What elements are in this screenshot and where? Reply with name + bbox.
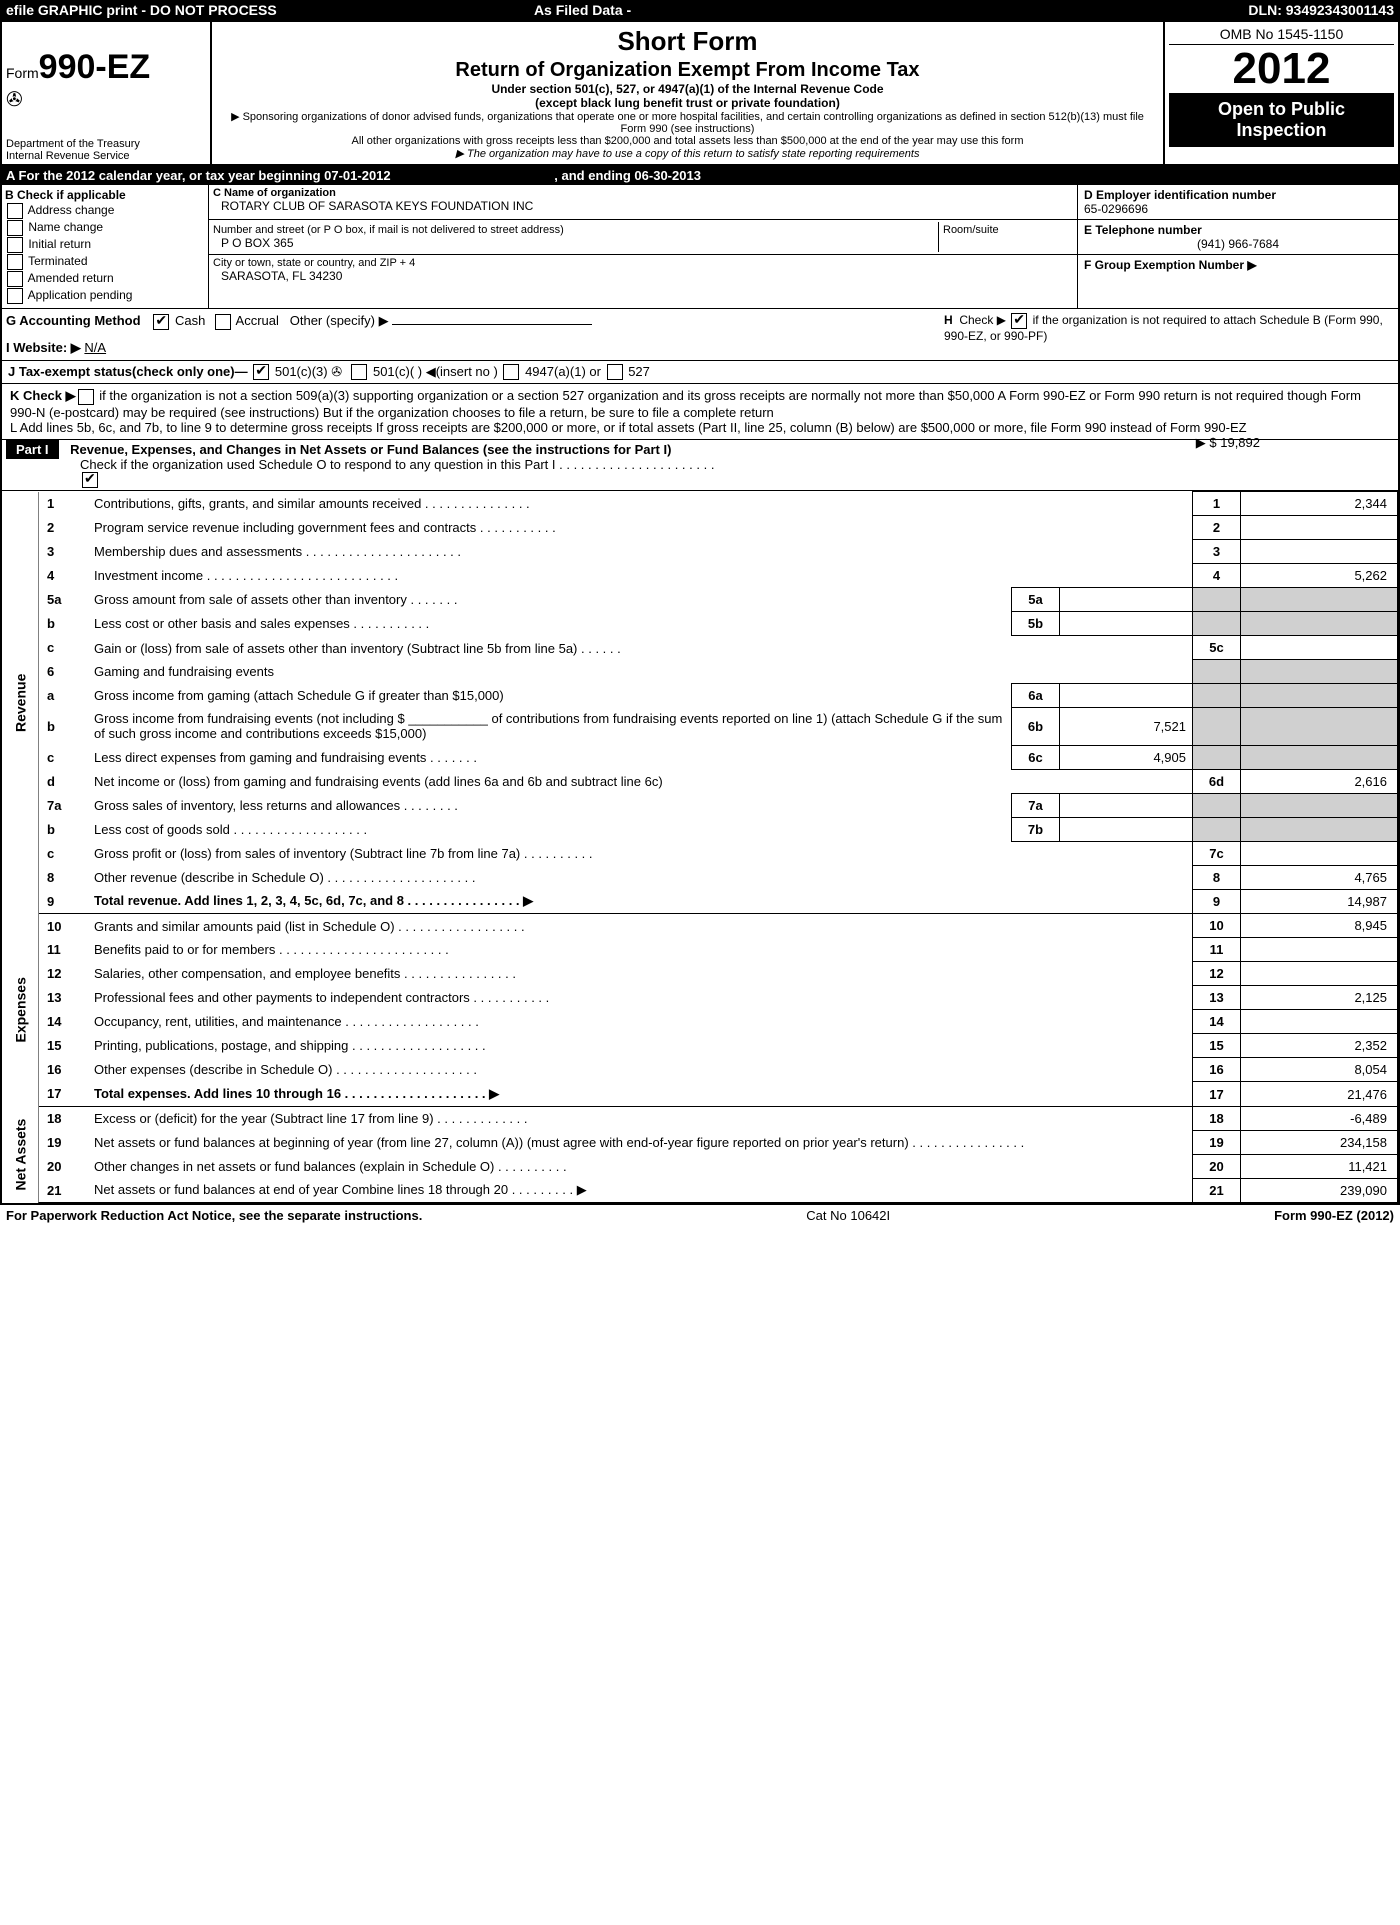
row-a: A For the 2012 calendar year, or tax yea… xyxy=(2,166,1398,185)
footer-right: Form 990-EZ (2012) xyxy=(1274,1208,1394,1223)
header-right: OMB No 1545-1150 2012 Open to Public Ins… xyxy=(1163,22,1398,164)
chk-schedule-b[interactable] xyxy=(1011,313,1027,329)
lines-table: Revenue 1Contributions, gifts, grants, a… xyxy=(2,491,1398,1203)
open-to-public-1: Open to Public xyxy=(1171,99,1392,120)
chk-amended[interactable]: Amended return xyxy=(5,271,205,287)
website: N/A xyxy=(84,340,106,355)
org-name: ROTARY CLUB OF SARASOTA KEYS FOUNDATION … xyxy=(213,199,1073,213)
chk-initial-return[interactable]: Initial return xyxy=(5,237,205,253)
chk-name-change[interactable]: Name change xyxy=(5,220,205,236)
h-text: if the organization is not required to a… xyxy=(944,313,1383,343)
block-kl: K Check ▶ if the organization is not a s… xyxy=(2,384,1398,440)
side-revenue: Revenue xyxy=(2,492,39,914)
section-def: D Employer identification number 65-0296… xyxy=(1077,185,1398,308)
part1-sub: Check if the organization used Schedule … xyxy=(80,457,714,472)
omb-no: OMB No 1545-1150 xyxy=(1169,26,1394,45)
side-expenses: Expenses xyxy=(2,914,39,1107)
ein: 65-0296696 xyxy=(1084,202,1148,216)
section-b-title: B Check if applicable xyxy=(5,188,126,202)
main-title: Return of Organization Exempt From Incom… xyxy=(220,59,1155,82)
logo-icon: ✇ xyxy=(6,87,206,112)
chk-accrual[interactable] xyxy=(215,314,231,330)
chk-schedule-o[interactable] xyxy=(82,472,98,488)
short-form-title: Short Form xyxy=(220,26,1155,57)
section-b: B Check if applicable Address change Nam… xyxy=(2,185,209,308)
open-to-public-2: Inspection xyxy=(1171,120,1392,141)
part1-header: Part I Revenue, Expenses, and Changes in… xyxy=(2,440,1398,492)
footer-mid: Cat No 10642I xyxy=(806,1208,890,1223)
addr-label: Number and street (or P O box, if mail i… xyxy=(213,224,564,236)
footer-left: For Paperwork Reduction Act Notice, see … xyxy=(6,1208,422,1223)
subtitle2: (except black lung benefit trust or priv… xyxy=(220,96,1155,110)
tax-year: 2012 xyxy=(1169,45,1394,93)
row-a-text: A For the 2012 calendar year, or tax yea… xyxy=(6,168,391,183)
side-netassets: Net Assets xyxy=(2,1106,39,1203)
dept-treasury: Department of the Treasury xyxy=(6,138,140,150)
g-label: G Accounting Method xyxy=(6,313,141,328)
chk-501c3[interactable] xyxy=(253,364,269,380)
org-city: SARASOTA, FL 34230 xyxy=(213,269,1073,283)
chk-501c[interactable] xyxy=(351,364,367,380)
topbar-left: efile GRAPHIC print - DO NOT PROCESS xyxy=(6,2,277,18)
topbar-mid: As Filed Data - xyxy=(534,2,631,18)
k-label: K Check ▶ xyxy=(10,388,76,403)
chk-cash[interactable] xyxy=(153,314,169,330)
city-label: City or town, state or country, and ZIP … xyxy=(213,257,1073,269)
header-mid: Short Form Return of Organization Exempt… xyxy=(212,22,1163,164)
l-text: L Add lines 5b, 6c, and 7b, to line 9 to… xyxy=(10,420,1247,435)
l-amount: ▶ $ 19,892 xyxy=(1190,435,1260,451)
top-bar: efile GRAPHIC print - DO NOT PROCESS As … xyxy=(0,0,1400,20)
room-label: Room/suite xyxy=(943,224,999,236)
bullet1: ▶ Sponsoring organizations of donor advi… xyxy=(220,110,1155,135)
chk-address-change[interactable]: Address change xyxy=(5,203,205,219)
part1-title: Revenue, Expenses, and Changes in Net As… xyxy=(70,442,671,457)
dept-irs: Internal Revenue Service xyxy=(6,150,140,162)
part1-badge: Part I xyxy=(6,440,59,459)
section-c: C Name of organization ROTARY CLUB OF SA… xyxy=(209,185,1077,308)
bullet3: ▶ The organization may have to use a cop… xyxy=(220,147,1155,160)
chk-app-pending[interactable]: Application pending xyxy=(5,288,205,304)
f-label: F Group Exemption Number ▶ xyxy=(1084,258,1257,272)
k-text: if the organization is not a section 509… xyxy=(10,388,1361,420)
c-label: C Name of organization xyxy=(213,187,336,199)
subtitle1: Under section 501(c), 527, or 4947(a)(1)… xyxy=(220,82,1155,96)
chk-terminated[interactable]: Terminated xyxy=(5,254,205,270)
form-prefix: Form xyxy=(6,65,39,81)
j-label: J Tax-exempt status(check only one)— xyxy=(8,364,248,379)
org-address: P O BOX 365 xyxy=(213,236,938,250)
chk-4947[interactable] xyxy=(503,364,519,380)
telephone: (941) 966-7684 xyxy=(1084,237,1392,251)
d-label: D Employer identification number xyxy=(1084,188,1276,202)
form-number: 990-EZ xyxy=(39,48,151,86)
footer: For Paperwork Reduction Act Notice, see … xyxy=(0,1205,1400,1226)
row-a-ending: , and ending 06-30-2013 xyxy=(554,168,701,183)
row-j: J Tax-exempt status(check only one)— 501… xyxy=(2,361,1398,385)
bullet2: All other organizations with gross recei… xyxy=(220,135,1155,147)
topbar-right: DLN: 93492343001143 xyxy=(1248,2,1394,18)
header-left: Form990-EZ ✇ Department of the Treasury … xyxy=(2,22,212,164)
chk-527[interactable] xyxy=(607,364,623,380)
e-label: E Telephone number xyxy=(1084,223,1202,237)
chk-k[interactable] xyxy=(78,389,94,405)
i-label: I Website: ▶ xyxy=(6,340,81,355)
